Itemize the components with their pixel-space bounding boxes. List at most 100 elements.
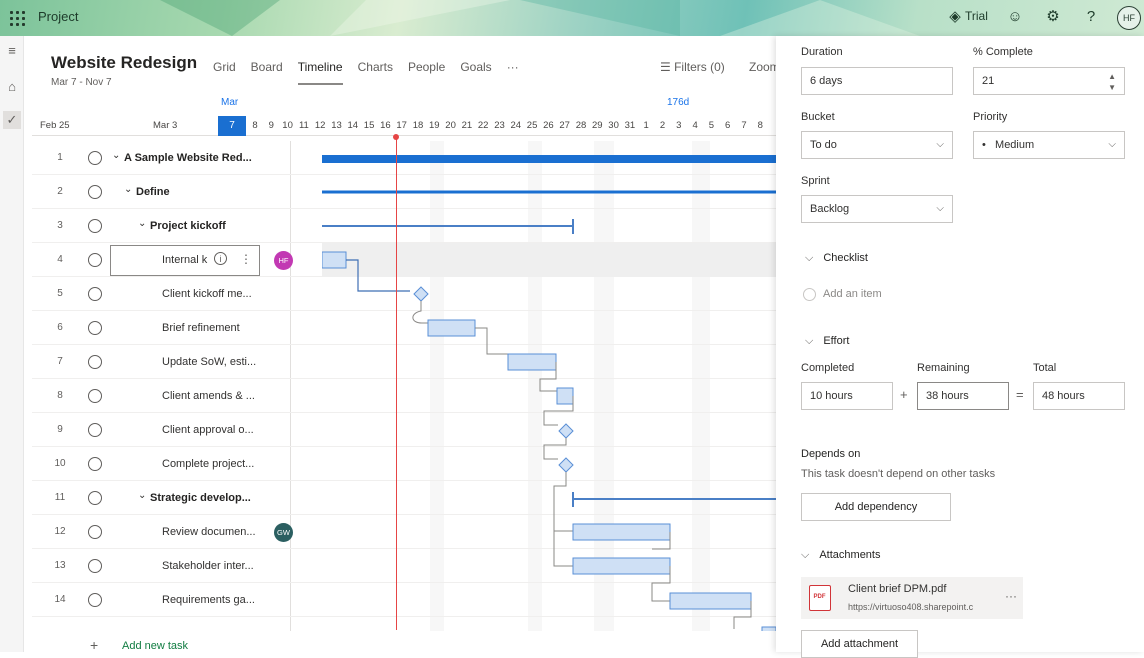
task-name[interactable]: Review documen... (162, 526, 256, 538)
task-name[interactable]: Brief refinement (162, 322, 240, 334)
task-name[interactable]: Stakeholder inter... (162, 560, 254, 572)
trial-link[interactable]: Trial (965, 9, 988, 23)
task-name[interactable]: Define (136, 186, 170, 198)
tab-goals[interactable]: Goals (460, 60, 492, 74)
task-name[interactable]: Client kickoff me... (162, 288, 252, 300)
priority-select[interactable]: • Medium ⌵ (973, 131, 1125, 159)
task-row[interactable]: 4 Internal k i ⋮ HF (32, 243, 776, 277)
task-name[interactable]: Requirements ga... (162, 594, 255, 606)
task-name[interactable]: Client approval o... (162, 424, 254, 436)
plan-dates: Mar 7 - Nov 7 (51, 77, 112, 88)
tab-people[interactable]: People (407, 60, 446, 74)
assignee-avatar[interactable]: GW (274, 523, 293, 542)
collapse-chevron-icon[interactable]: ⌄ (138, 490, 147, 501)
task-row[interactable]: 2 ⌄ Define (32, 175, 776, 209)
more-vertical-icon[interactable]: ⋮ (240, 252, 252, 266)
complete-task-circle[interactable] (88, 287, 102, 301)
collapse-chevron-icon[interactable]: ⌄ (124, 184, 133, 195)
task-row[interactable]: 5 Client kickoff me... (32, 277, 776, 311)
effort-section-toggle[interactable]: ⌵ Effort (805, 335, 849, 348)
complete-task-circle[interactable] (88, 491, 102, 505)
task-name[interactable]: Strategic develop... (150, 492, 251, 504)
home-icon[interactable]: ⌂ (8, 79, 16, 94)
task-row[interactable]: 7 Update SoW, esti... (32, 345, 776, 379)
complete-task-circle[interactable] (88, 525, 102, 539)
complete-task-circle[interactable] (88, 219, 102, 233)
attachments-section-toggle[interactable]: ⌵ Attachments (801, 549, 880, 562)
task-name[interactable]: A Sample Website Red... (124, 152, 252, 164)
complete-task-circle[interactable] (88, 253, 102, 267)
hamburger-menu-icon[interactable]: ≡ (8, 43, 16, 58)
tab-grid[interactable]: Grid (213, 60, 236, 74)
task-row[interactable]: 13 Stakeholder inter... (32, 549, 776, 583)
bucket-label: Bucket (801, 111, 835, 123)
app-launcher-icon[interactable] (4, 6, 28, 30)
duration-field[interactable]: 6 days (801, 67, 953, 95)
settings-gear-icon[interactable]: ⚙ (1046, 8, 1060, 25)
task-row[interactable]: 14 Requirements ga... (32, 583, 776, 617)
user-avatar[interactable]: HF (1117, 6, 1141, 30)
task-bar (572, 557, 671, 575)
task-name[interactable]: Project kickoff (150, 220, 226, 232)
complete-task-circle[interactable] (88, 389, 102, 403)
my-tasks-check-icon[interactable]: ✓ (3, 111, 21, 129)
attachment-card[interactable]: Client brief DPM.pdf https://virtuoso408… (801, 577, 1023, 619)
info-icon[interactable]: i (214, 252, 227, 265)
task-row[interactable]: 1 ⌄ A Sample Website Red... (32, 141, 776, 175)
task-name-editor[interactable] (110, 245, 260, 276)
complete-task-circle[interactable] (88, 185, 102, 199)
plan-title[interactable]: Website Redesign (51, 53, 198, 72)
day-label: 13 (331, 120, 342, 131)
task-row[interactable]: 9 Client approval o... (32, 413, 776, 447)
add-new-task-link[interactable]: Add new task (122, 640, 189, 652)
complete-task-circle[interactable] (88, 457, 102, 471)
task-number: 8 (57, 390, 63, 401)
task-name[interactable]: Update SoW, esti... (162, 356, 257, 368)
percent-complete-stepper[interactable]: 21 ▲ ▼ (973, 67, 1125, 95)
app-header: Project ◈ Trial ☺ ⚙ ? HF (0, 0, 1144, 36)
collapse-chevron-icon[interactable]: ⌄ (138, 218, 147, 229)
task-row[interactable]: 8 Client amends & ... (32, 379, 776, 413)
complete-task-circle[interactable] (88, 559, 102, 573)
task-row[interactable]: 3 ⌄ Project kickoff (32, 209, 776, 243)
task-row[interactable]: 12 Review documen... GW (32, 515, 776, 549)
checklist-section-toggle[interactable]: ⌵ Checklist (805, 252, 868, 265)
bucket-select[interactable]: To do ⌵ (801, 131, 953, 159)
sprint-select[interactable]: Backlog ⌵ (801, 195, 953, 223)
complete-task-circle[interactable] (88, 151, 102, 165)
add-dependency-button[interactable]: Add dependency (801, 493, 951, 521)
complete-task-circle[interactable] (88, 423, 102, 437)
add-checklist-item-input[interactable]: Add an item (823, 288, 882, 300)
complete-task-circle[interactable] (88, 593, 102, 607)
duration-marker: 176d (667, 97, 690, 108)
task-row[interactable]: 6 Brief refinement (32, 311, 776, 345)
zoom-button[interactable]: Zoom (749, 60, 780, 74)
stepper-arrows-icon[interactable]: ▲ ▼ (1108, 72, 1116, 92)
task-row[interactable]: 10 Complete project... (32, 447, 776, 481)
add-attachment-button[interactable]: Add attachment (801, 630, 918, 658)
remaining-hours-field[interactable]: 38 hours (917, 382, 1009, 410)
complete-task-circle[interactable] (88, 321, 102, 335)
filters-button[interactable]: ☰ Filters (0) (660, 60, 725, 74)
complete-task-circle[interactable] (88, 355, 102, 369)
feedback-smiley-icon[interactable]: ☺ (1007, 8, 1023, 25)
tab-charts[interactable]: Charts (357, 60, 393, 74)
task-row[interactable]: 11 ⌄ Strategic develop... (32, 481, 776, 515)
day-label: 1 (643, 120, 649, 131)
task-name[interactable]: Complete project... (162, 458, 255, 470)
help-icon[interactable]: ? (1086, 8, 1096, 25)
task-name[interactable]: Client amends & ... (162, 390, 255, 402)
tab-board[interactable]: Board (250, 60, 283, 74)
task-name[interactable]: Internal k (162, 254, 208, 266)
collapse-chevron-icon[interactable]: ⌄ (112, 150, 121, 161)
tab-timeline[interactable]: Timeline (297, 60, 343, 85)
more-options-icon[interactable]: ··· (1005, 589, 1017, 603)
completed-hours-field[interactable]: 10 hours (801, 382, 893, 410)
app-name[interactable]: Project (38, 9, 79, 24)
task-bar (556, 387, 574, 405)
today-dot (393, 134, 399, 140)
total-hours-field[interactable]: 48 hours (1033, 382, 1125, 410)
more-tabs-button[interactable]: ··· (506, 60, 519, 74)
assignee-avatar[interactable]: HF (274, 251, 293, 270)
attachment-name[interactable]: Client brief DPM.pdf (848, 583, 947, 595)
